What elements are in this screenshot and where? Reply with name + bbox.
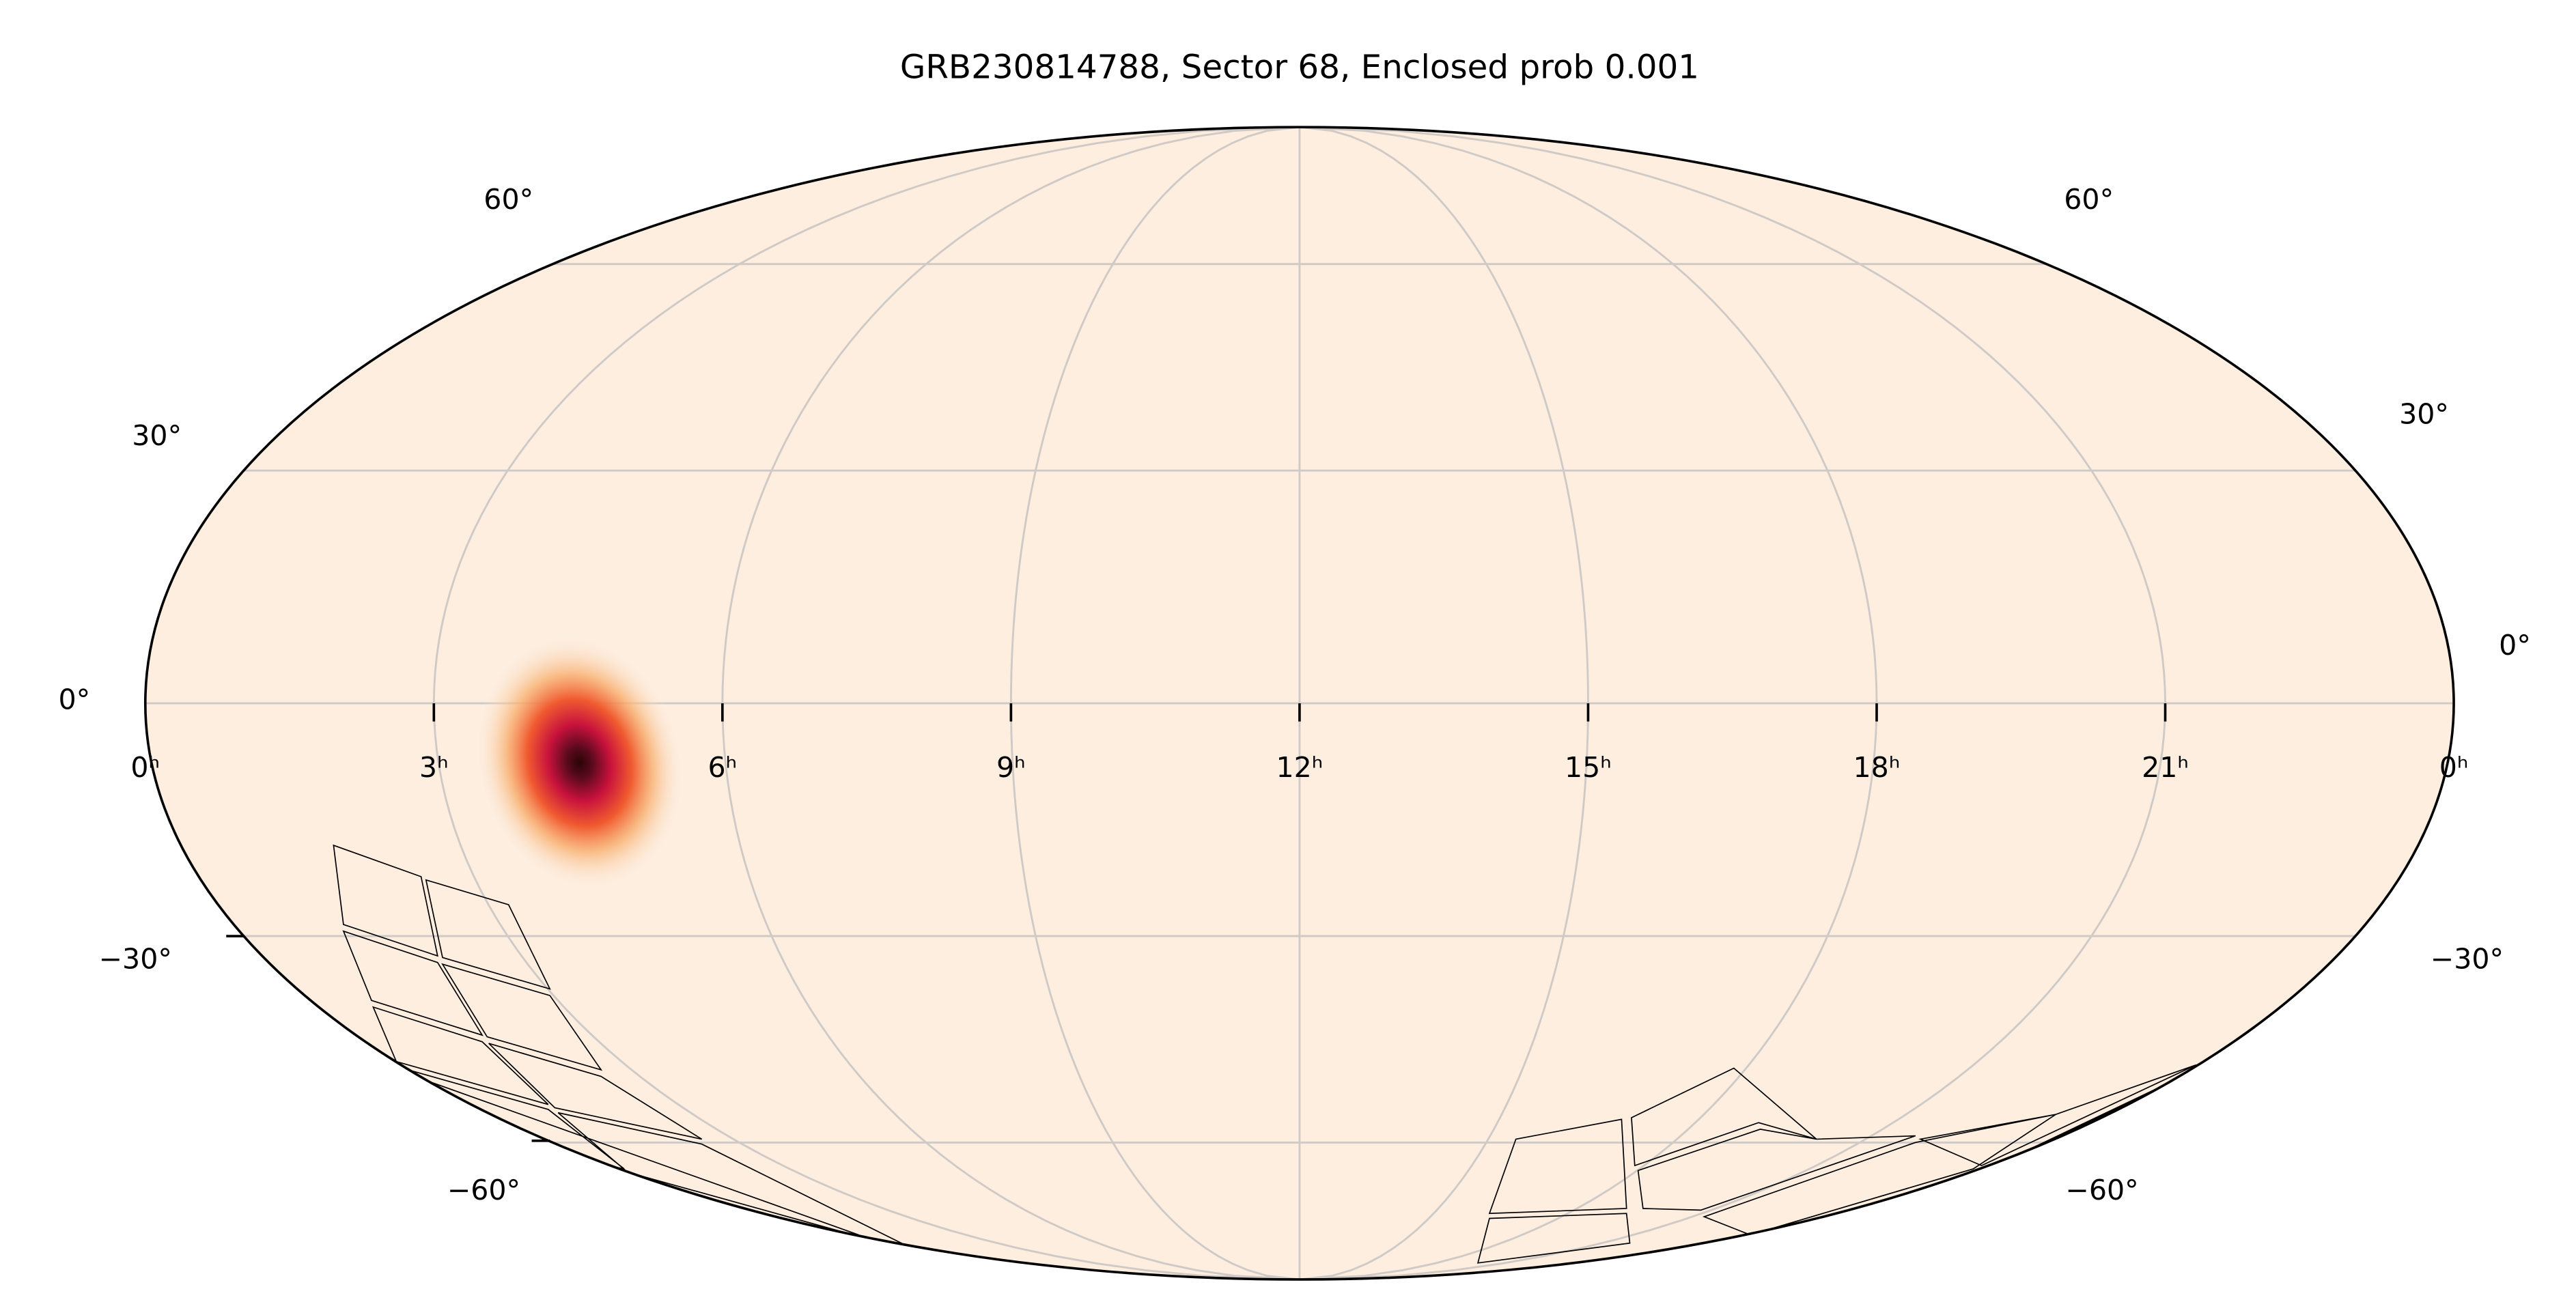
ra-label: 6ʰ xyxy=(708,751,737,784)
dec-label-left: −30° xyxy=(99,942,172,975)
dec-label-left: −60° xyxy=(447,1174,520,1206)
footprints-right xyxy=(1476,1064,2197,1264)
ra-label: 9ʰ xyxy=(996,751,1026,784)
labels: 0ʰ 21ʰ 18ʰ 15ʰ 12ʰ 9ʰ 6ʰ 3ʰ 0ʰ 60° 30° 0° −30° −60° 60… xyxy=(58,183,2530,1206)
dec-label-left: 60° xyxy=(484,183,533,216)
ra-label: 12ʰ xyxy=(1276,751,1323,784)
dec-label-right: −60° xyxy=(2065,1174,2138,1206)
dec-label-left: 30° xyxy=(132,419,182,452)
probability-region xyxy=(475,635,684,890)
graticule xyxy=(145,127,2454,1279)
ra-label: 0ʰ xyxy=(130,751,160,784)
dec-label-left: 0° xyxy=(58,683,90,716)
dec-label-right: 0° xyxy=(2499,629,2531,662)
dec-label-right: 30° xyxy=(2399,397,2449,430)
ra-label: 3ʰ xyxy=(419,751,449,784)
ra-label: 21ʰ xyxy=(2142,751,2189,784)
dec-label-right: 60° xyxy=(2064,183,2114,216)
ra-label: 18ʰ xyxy=(1853,751,1901,784)
map-title: GRB230814788, Sector 68, Enclosed prob 0… xyxy=(900,48,1699,87)
dec-label-right: −30° xyxy=(2431,942,2504,975)
ra-label: 15ʰ xyxy=(1565,751,1612,784)
sky-border xyxy=(143,126,2455,1281)
ra-label: 0ʰ xyxy=(2439,751,2469,784)
